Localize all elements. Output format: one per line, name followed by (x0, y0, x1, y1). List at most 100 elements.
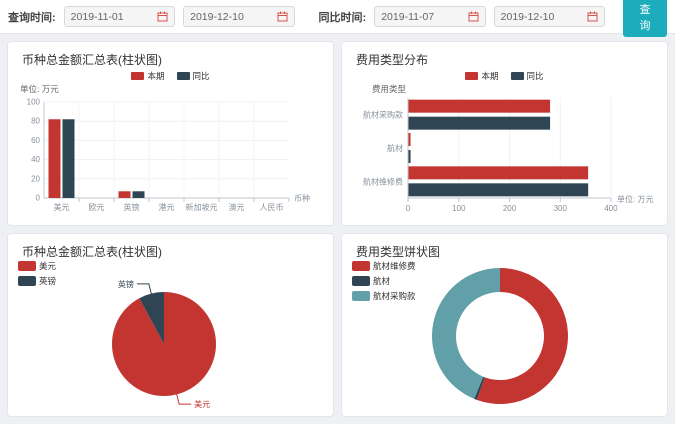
x-category-label: 新加坡元 (186, 202, 218, 212)
x-category-label: 人民币 (260, 203, 284, 212)
x-category-label: 港元 (159, 202, 175, 212)
chart-title: 费用类型分布 (356, 53, 429, 67)
y-tick-label: 80 (31, 117, 40, 126)
pie-slice-label: 英镑 (118, 278, 134, 288)
chart-legend: 本期 同比 (352, 69, 657, 82)
legend-item[interactable]: 同比 (510, 70, 544, 82)
legend-swatch (352, 290, 370, 301)
bar-本期-航材采购款[interactable] (408, 99, 551, 113)
legend-item[interactable]: 航材 (352, 275, 416, 287)
bar-同比-航材采购款[interactable] (408, 116, 551, 130)
y-tick-label: 100 (27, 98, 41, 107)
legend-swatch (510, 71, 524, 80)
panel-expense-hbar-chart: 费用类型分布 本期 同比 费用类型 0 100 200 300 400 航材采购款 航材 航材维… (341, 41, 668, 226)
x-category-label: 澳元 (229, 202, 245, 212)
bar-同比-航材[interactable] (408, 150, 411, 163)
legend-label: 英镑 (39, 275, 57, 286)
chart-legend: 美元 英镑 (18, 260, 56, 287)
panel-currency-pie-chart: 币种总金额汇总表(柱状图) 美元 英镑 美元 英镑 (7, 232, 334, 417)
x-category-label: 美元 (54, 202, 70, 212)
toolbar: 查询时间: 2019-11-01 2019-12-10 同比时间: 2019-1… (0, 0, 675, 37)
dashboard-grid: 币种总金额汇总表(柱状图) 本期 同比 单位: 万元 0 20 40 60 80 100 美元… (0, 34, 675, 424)
legend-label: 本期 (147, 70, 165, 81)
x-tick-label: 200 (503, 204, 517, 213)
x-category-label: 欧元 (89, 202, 105, 212)
legend-swatch (131, 71, 145, 80)
date-value: 2019-12-10 (500, 10, 555, 23)
currency-bar-chart-canvas: 0 20 40 60 80 100 美元 欧元 英镑 港元 新加坡元 澳元 人民币 币种 (27, 98, 310, 213)
bar-本期-航材维修费[interactable] (408, 166, 589, 180)
legend-item[interactable]: 美元 (18, 260, 56, 272)
bar-同比-美元[interactable] (62, 119, 75, 198)
x-axis-unit-label: 单位: 万元 (617, 194, 653, 204)
currency-pie-chart-canvas: 美元 英镑 (111, 278, 216, 409)
y-axis-name-label: 费用类型 (372, 84, 407, 94)
bar-同比-航材维修费[interactable] (408, 183, 589, 197)
legend-swatch (18, 275, 36, 286)
compare-start-date-input[interactable]: 2019-11-07 (374, 6, 486, 27)
bar-本期-航材[interactable] (408, 133, 411, 146)
panel-currency-bar-chart: 币种总金额汇总表(柱状图) 本期 同比 单位: 万元 0 20 40 60 80 100 美元… (7, 41, 334, 226)
legend-item[interactable]: 同比 (176, 70, 210, 82)
legend-swatch (352, 260, 370, 271)
legend-label: 航材 (373, 275, 391, 286)
legend-item[interactable]: 本期 (465, 70, 499, 82)
bar-同比-英镑[interactable] (132, 191, 145, 198)
query-start-date-input[interactable]: 2019-11-01 (63, 6, 176, 27)
panel-expense-donut-chart: 费用类型饼状图 航材维修费航材航材采购款 (341, 232, 668, 417)
calendar-icon (277, 11, 288, 22)
legend-label: 美元 (39, 260, 57, 271)
legend-swatch (176, 71, 190, 80)
chart-legend: 本期 同比 (18, 69, 323, 82)
bar-本期-英镑[interactable] (118, 191, 131, 198)
legend-label: 航材维修费 (373, 260, 416, 271)
chart-title: 币种总金额汇总表(柱状图) (22, 53, 162, 67)
donut-slice-航材采购款[interactable] (432, 267, 500, 399)
compare-end-date-input[interactable]: 2019-12-10 (493, 6, 606, 27)
pie-label-line (136, 282, 153, 295)
pie-slice-英镑[interactable] (139, 291, 164, 344)
legend-swatch (352, 275, 370, 286)
chart-title: 币种总金额汇总表(柱状图) (22, 244, 162, 259)
donut-slice-航材维修费[interactable] (476, 267, 568, 404)
query-end-date-input[interactable]: 2019-12-10 (183, 6, 295, 27)
legend-label: 航材采购款 (373, 290, 416, 301)
legend-label: 同比 (192, 70, 210, 81)
expense-donut-chart-canvas (432, 267, 568, 404)
y-category-label: 航材采购款 (363, 110, 403, 120)
date-value: 2019-11-07 (381, 10, 435, 23)
y-tick-label: 0 (36, 194, 41, 203)
y-tick-label: 20 (31, 174, 40, 183)
bar-本期-美元[interactable] (48, 119, 61, 198)
compare-time-label: 同比时间: (318, 11, 367, 24)
date-value: 2019-11-01 (70, 10, 124, 23)
y-category-label: 航材 (387, 143, 403, 153)
chart-legend: 航材维修费航材航材采购款 (352, 260, 416, 302)
pie-label-line (175, 392, 192, 405)
x-axis-name: 币种 (294, 193, 310, 203)
legend-label: 本期 (481, 70, 499, 81)
x-tick-label: 0 (406, 204, 411, 213)
date-value: 2019-12-10 (190, 10, 244, 23)
calendar-icon (587, 11, 598, 22)
legend-label: 同比 (526, 70, 544, 81)
y-category-label: 航材维修费 (363, 176, 403, 186)
donut-slice-航材[interactable] (474, 376, 485, 400)
y-axis-unit-label: 单位: 万元 (20, 84, 59, 94)
y-tick-label: 40 (31, 155, 40, 164)
chart-title: 费用类型饼状图 (356, 244, 441, 259)
legend-item[interactable]: 航材采购款 (352, 290, 416, 302)
legend-item[interactable]: 英镑 (18, 275, 56, 287)
calendar-icon (157, 11, 168, 22)
search-button[interactable]: 查询 (623, 0, 667, 37)
calendar-icon (468, 11, 479, 22)
legend-item[interactable]: 航材维修费 (352, 260, 416, 272)
legend-swatch (18, 260, 36, 271)
legend-swatch (465, 71, 479, 80)
pie-slice-label: 美元 (194, 399, 210, 409)
query-time-label: 查询时间: (8, 11, 56, 24)
x-tick-label: 300 (554, 204, 568, 213)
legend-item[interactable]: 本期 (131, 70, 165, 82)
x-tick-label: 100 (452, 204, 466, 213)
